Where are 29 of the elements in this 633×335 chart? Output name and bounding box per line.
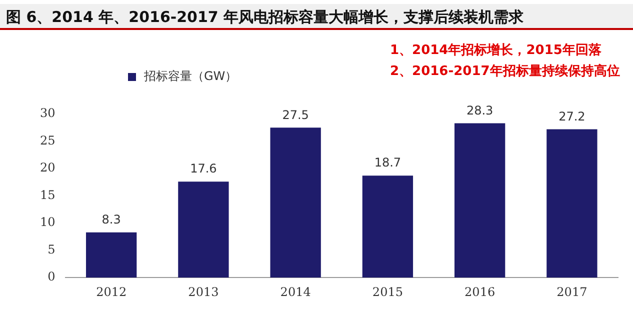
data-label: 28.3: [466, 103, 494, 118]
y-tick-label: 25: [40, 133, 56, 148]
y-tick-label: 10: [40, 215, 56, 230]
y-tick-label: 20: [40, 160, 56, 175]
bar: [270, 128, 321, 278]
data-label: 18.7: [374, 156, 402, 170]
data-label: 27.5: [282, 108, 309, 122]
y-tick-label: 5: [48, 242, 56, 256]
x-tick-label: 2015: [372, 284, 403, 299]
bar: [362, 176, 414, 278]
bar: [86, 232, 137, 278]
x-tick-label: 2012: [96, 284, 127, 299]
legend-label: 招标容量（GW）: [144, 68, 238, 85]
y-tick-label: 15: [40, 188, 56, 202]
data-label: 17.6: [190, 162, 217, 176]
bar: [546, 129, 598, 278]
x-tick-label: 2013: [188, 284, 219, 299]
bar: [454, 123, 506, 278]
text: 2、2016-2017年招标量持续保持高位: [390, 62, 620, 81]
data-label: 27.2: [558, 109, 586, 124]
data-label: 8.3: [102, 212, 121, 226]
chart-title: 图 6、2014 年、2016-2017 年风电招标容量大幅增长，支撑后续装机需求: [0, 4, 633, 30]
x-tick-label: 2016: [464, 284, 496, 299]
y-tick-label: 30: [40, 106, 56, 120]
text: 1、2014年招标增长，2015年回落: [390, 42, 602, 60]
bar: [178, 182, 229, 278]
y-tick-label: 0: [48, 270, 56, 284]
x-tick-label: 2017: [556, 284, 588, 299]
x-tick-label: 2014: [280, 284, 312, 299]
